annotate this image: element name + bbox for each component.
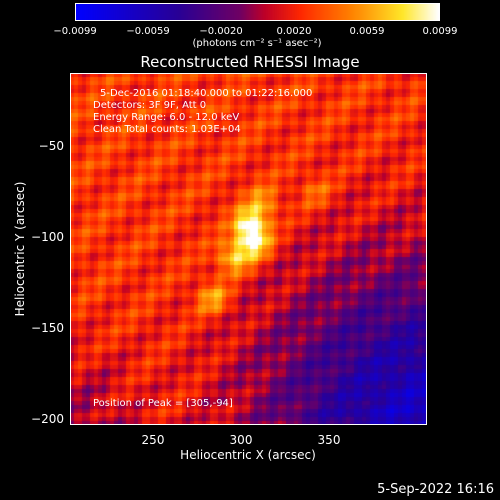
colorbar-tick-label: 0.0020	[276, 26, 312, 37]
annotation-clean: Clean Total counts: 1.03E+04	[93, 124, 241, 135]
y-axis-label: Heliocentric Y (arcsec)	[13, 181, 27, 317]
plot-frame	[70, 73, 427, 425]
colorbar-gradient	[76, 4, 439, 20]
heatmap-image	[70, 73, 427, 425]
annotation-time-range: 5-Dec-2016 01:18:40.000 to 01:22:16.000	[100, 88, 313, 99]
y-tick-label: −50	[38, 139, 64, 153]
colorbar-tick-label: 0.0099	[422, 26, 458, 37]
x-tick-label: 250	[141, 433, 165, 447]
colorbar-units: (photons cm⁻² s⁻¹ asec⁻²)	[192, 38, 322, 49]
x-axis-label: Heliocentric X (arcsec)	[180, 448, 316, 462]
x-tick-label: 350	[317, 433, 341, 447]
colorbar-tick-label: −0.0020	[199, 26, 243, 37]
y-tick-label: −150	[31, 321, 64, 335]
colorbar-tick-label: 0.0059	[349, 26, 385, 37]
x-tick-label: 300	[229, 433, 253, 447]
timestamp: 5-Sep-2022 16:16	[377, 482, 494, 497]
colorbar	[75, 3, 440, 21]
annotation-peak-position: Position of Peak = [305,-94]	[93, 398, 233, 409]
annotation-detectors: Detectors: 3F 9F, Att 0	[93, 100, 207, 111]
colorbar-tick-label: −0.0099	[53, 26, 97, 37]
y-tick-label: −100	[31, 230, 64, 244]
y-tick-label: −200	[31, 412, 64, 426]
chart-title: Reconstructed RHESSI Image	[140, 53, 360, 71]
annotation-energy-range: Energy Range: 6.0 - 12.0 keV	[93, 112, 240, 123]
colorbar-tick-label: −0.0059	[126, 26, 170, 37]
